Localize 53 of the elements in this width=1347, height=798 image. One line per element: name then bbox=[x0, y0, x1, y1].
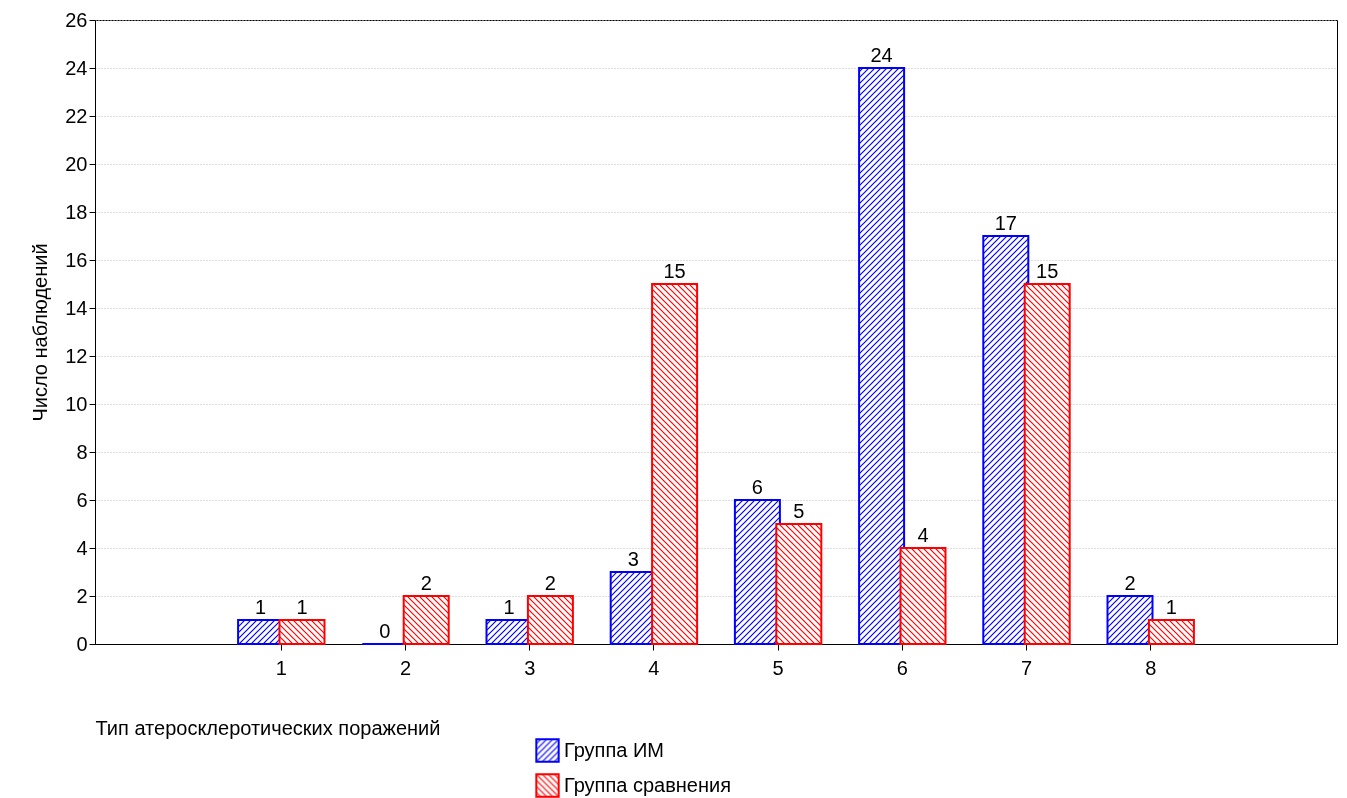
y-tick-label: 6 bbox=[76, 488, 88, 511]
bar bbox=[1023, 283, 1071, 645]
y-tick-label: 10 bbox=[65, 392, 88, 415]
x-tick-label: 2 bbox=[399, 656, 412, 679]
y-tick-label: 22 bbox=[65, 104, 88, 127]
data-label: 2 bbox=[420, 572, 432, 594]
data-label: 2 bbox=[1124, 572, 1136, 594]
x-tick-label: 7 bbox=[1020, 656, 1033, 679]
legend-label: Группа ИМ bbox=[564, 738, 664, 761]
bar bbox=[651, 283, 699, 645]
data-label: 3 bbox=[627, 548, 639, 570]
bar bbox=[1147, 619, 1195, 645]
legend-label: Группа сравнения bbox=[564, 773, 732, 796]
data-label: 24 bbox=[870, 44, 893, 66]
data-label: 1 bbox=[503, 596, 515, 618]
x-tick-label: 1 bbox=[275, 656, 287, 679]
bar bbox=[1106, 595, 1154, 645]
x-axis-title: Тип атеросклеротических поражений bbox=[95, 716, 441, 739]
data-label: 5 bbox=[793, 500, 805, 522]
y-tick-label: 24 bbox=[65, 56, 88, 79]
bar bbox=[858, 67, 906, 645]
y-tick-label: 18 bbox=[65, 200, 88, 223]
bar bbox=[278, 619, 326, 645]
data-label: 15 bbox=[1036, 260, 1059, 282]
data-label: 15 bbox=[663, 260, 686, 282]
bar bbox=[899, 547, 947, 645]
data-label: 2 bbox=[544, 572, 556, 594]
y-tick-label: 14 bbox=[65, 296, 88, 319]
y-tick-label: 20 bbox=[65, 152, 88, 175]
y-tick-label: 2 bbox=[76, 584, 88, 607]
bar bbox=[402, 595, 450, 645]
y-tick-label: 8 bbox=[76, 440, 88, 463]
data-label: 1 bbox=[296, 596, 308, 618]
y-axis-title: Число наблюдений bbox=[29, 243, 52, 422]
bar bbox=[775, 523, 823, 645]
data-label: 1 bbox=[255, 596, 267, 618]
y-tick-label: 4 bbox=[76, 536, 88, 559]
data-label: 1 bbox=[1165, 596, 1177, 618]
data-label: 17 bbox=[994, 212, 1017, 234]
y-tick-label: 16 bbox=[65, 248, 88, 271]
bar bbox=[526, 595, 574, 645]
x-tick-label: 5 bbox=[772, 656, 784, 679]
data-label: 4 bbox=[917, 524, 929, 546]
x-tick-label: 6 bbox=[896, 656, 908, 679]
bar bbox=[982, 235, 1030, 645]
x-tick-label: 4 bbox=[648, 656, 660, 679]
data-label: 6 bbox=[751, 476, 763, 498]
y-tick-label: 26 bbox=[65, 8, 88, 31]
y-tick-label: 0 bbox=[76, 632, 88, 655]
x-tick-label: 8 bbox=[1145, 656, 1157, 679]
y-tick-label: 12 bbox=[65, 344, 88, 367]
data-label: 0 bbox=[379, 620, 391, 642]
x-tick-label: 3 bbox=[524, 656, 536, 679]
